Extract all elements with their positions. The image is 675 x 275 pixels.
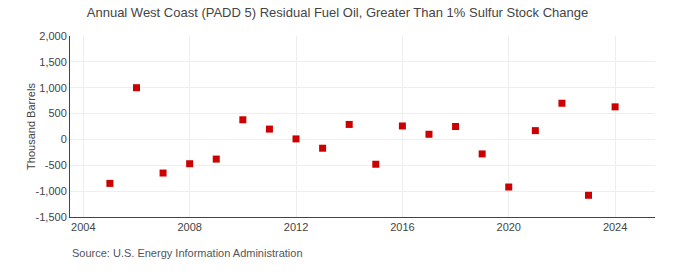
svg-text:-500: -500 (45, 159, 67, 171)
svg-text:-1,500: -1,500 (36, 211, 67, 223)
svg-text:2,000: 2,000 (39, 30, 67, 42)
svg-text:500: 500 (48, 107, 66, 119)
svg-text:2004: 2004 (71, 221, 95, 233)
svg-text:Source: U.S. Energy Informatio: Source: U.S. Energy Information Administ… (72, 247, 303, 259)
svg-text:0: 0 (61, 133, 67, 145)
svg-text:1,000: 1,000 (39, 82, 67, 94)
svg-text:2016: 2016 (390, 221, 414, 233)
svg-text:-1,000: -1,000 (36, 185, 67, 197)
svg-text:Annual West Coast (PADD 5) Res: Annual West Coast (PADD 5) Residual Fuel… (87, 5, 588, 20)
svg-text:2020: 2020 (497, 221, 521, 233)
svg-text:2012: 2012 (284, 221, 308, 233)
svg-text:1,500: 1,500 (39, 56, 67, 68)
svg-text:2024: 2024 (603, 221, 627, 233)
svg-text:2008: 2008 (177, 221, 201, 233)
svg-text:Thousand Barrels: Thousand Barrels (25, 83, 37, 170)
